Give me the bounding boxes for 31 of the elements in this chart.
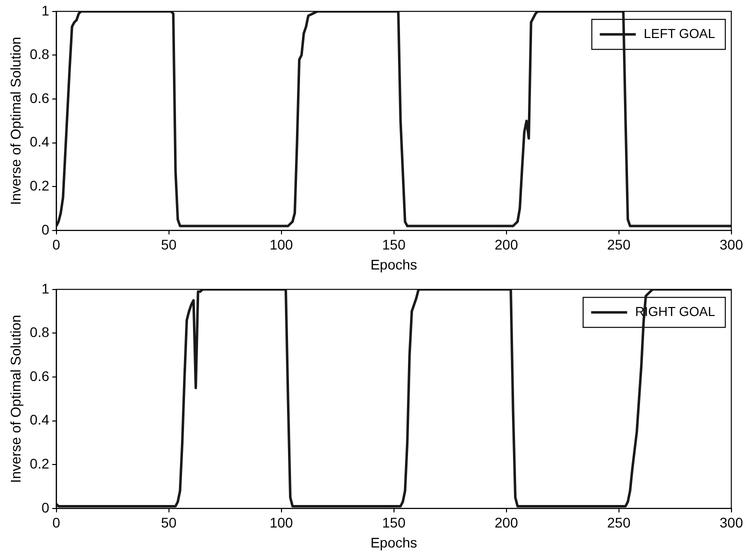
y-axis-title: Inverse of Optimal Solution: [7, 314, 24, 483]
y-tick-label: 0.4: [30, 412, 50, 428]
x-tick-label: 0: [52, 514, 60, 531]
x-tick-label: 100: [270, 514, 294, 531]
x-tick-label: 150: [382, 514, 406, 531]
y-tick-label: 0.2: [30, 177, 50, 194]
y-tick-label: 0.2: [30, 455, 50, 472]
legend-label: LEFT GOAL: [644, 26, 716, 41]
y-tick-label: 1: [41, 280, 50, 296]
x-tick-label: 50: [160, 514, 177, 531]
y-tick-label: 0: [41, 221, 50, 238]
x-tick-label: 0: [52, 236, 60, 253]
y-tick-label: 0.6: [30, 90, 50, 106]
x-tick-label: 300: [720, 514, 744, 531]
x-tick-label: 200: [494, 236, 518, 253]
x-tick-label: 150: [382, 236, 406, 253]
y-tick-label: 1: [41, 2, 50, 18]
y-tick-label: 0.8: [30, 46, 50, 62]
x-tick-label: 100: [270, 236, 294, 253]
y-tick-label: 0.6: [30, 368, 50, 384]
x-tick-label: 50: [160, 236, 177, 253]
y-tick-label: 0.8: [30, 324, 50, 340]
x-tick-label: 250: [607, 236, 631, 253]
y-tick-label: 0: [41, 499, 50, 516]
x-axis-title: Epochs: [370, 256, 418, 272]
x-tick-label: 300: [720, 236, 744, 253]
x-tick-label: 200: [494, 514, 518, 531]
x-axis-title: Epochs: [370, 534, 418, 550]
y-tick-label: 0.4: [30, 134, 50, 150]
y-axis-title: Inverse of Optimal Solution: [7, 36, 24, 205]
x-tick-label: 250: [607, 514, 631, 531]
